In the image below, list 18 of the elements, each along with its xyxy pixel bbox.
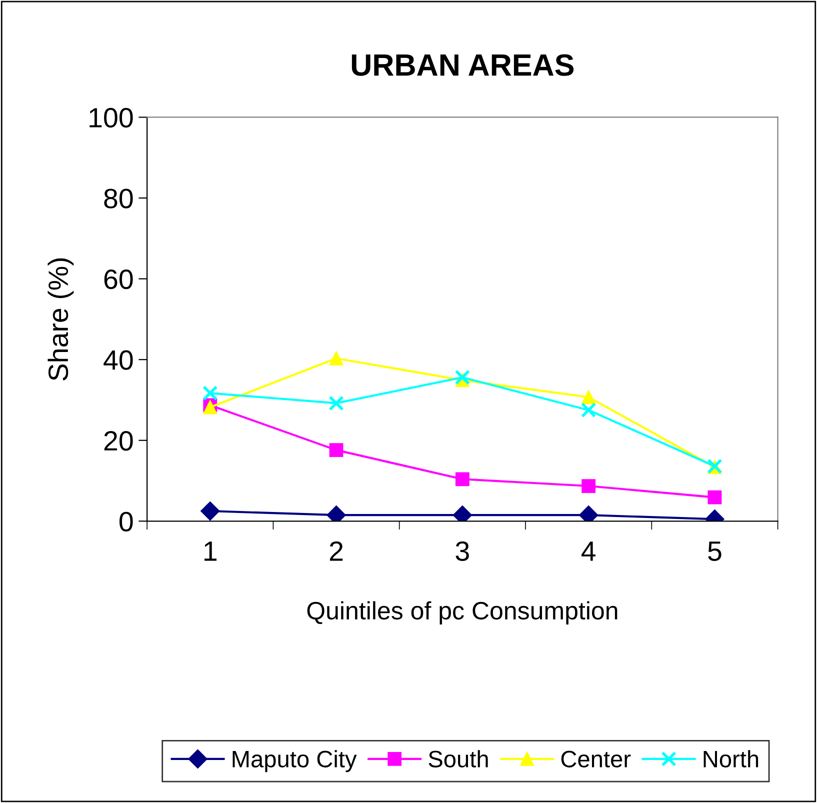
x-tick-label: 5: [708, 542, 722, 561]
legend-label: Maputo City: [232, 750, 357, 772]
y-axis-title: Share (%): [48, 258, 74, 380]
legend-label: North: [704, 750, 758, 768]
y-tick-label: 0: [120, 512, 133, 532]
legend-label: Center: [561, 750, 631, 768]
y-tick-label: 20: [104, 431, 133, 451]
y-tick-label: 100: [90, 108, 133, 128]
legend-label: South: [428, 750, 488, 768]
y-tick-label: 80: [104, 188, 133, 208]
x-tick-label: 3: [456, 541, 469, 561]
x-tick-label: 4: [581, 542, 596, 561]
y-tick-label: 60: [104, 269, 133, 290]
y-tick-label: 40: [104, 350, 133, 370]
x-axis-title: Quintiles of pc Consumption: [307, 601, 618, 625]
x-tick-label: 1: [204, 542, 216, 561]
chart-title: URBAN AREAS: [352, 54, 574, 76]
x-tick-label: 2: [330, 541, 343, 561]
